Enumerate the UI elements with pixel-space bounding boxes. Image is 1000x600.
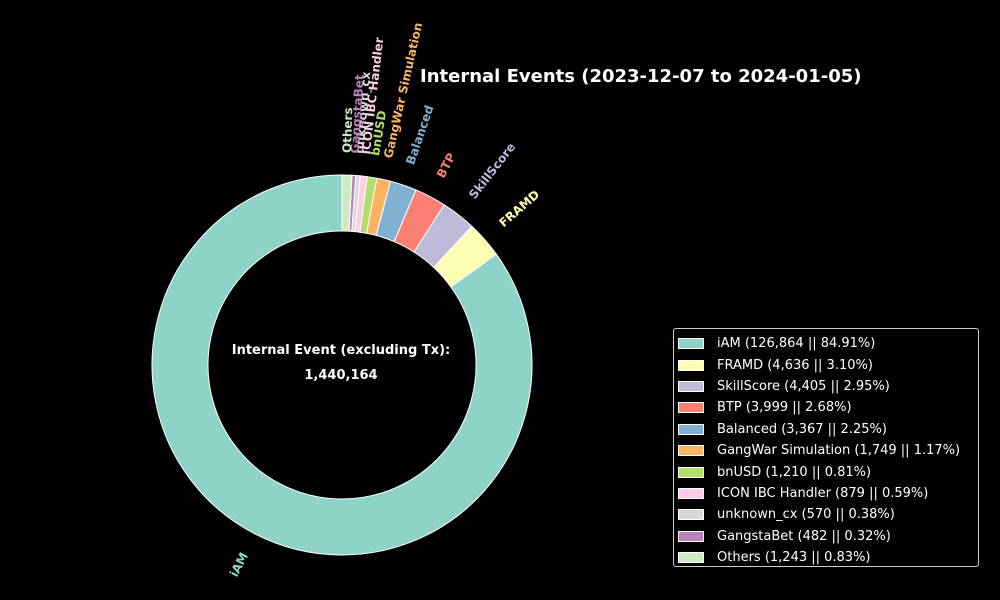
legend-item-unknown-cx: unknown_cx (570 || 0.38%) [678,504,978,525]
slice-label-btp: BTP [434,151,459,181]
legend-swatch [678,359,704,371]
legend-item-others: Others (1,243 || 0.83%) [678,547,978,568]
slice-label-iam: iAM [227,550,251,579]
legend-label: ICON IBC Handler (879 || 0.59%) [717,485,929,501]
legend-label: GangWar Simulation (1,749 || 1.17%) [717,443,961,459]
legend-label: FRAMD (4,636 || 3.10%) [717,357,873,373]
legend-item-icon-ibc-handler: ICON IBC Handler (879 || 0.59%) [678,483,978,504]
legend-label: Others (1,243 || 0.83%) [717,550,871,566]
legend-swatch [678,487,704,499]
slice-label-skillscore: SkillScore [466,140,518,202]
chart-title: Internal Events (2023-12-07 to 2024-01-0… [420,66,862,87]
legend-item-bnusd: bnUSD (1,210 || 0.81%) [678,461,978,482]
legend-item-btp: BTP (3,999 || 2.68%) [678,397,978,418]
donut-slices [151,174,533,556]
slice-label-balanced: Balanced [403,103,436,166]
legend-item-gangstabet: GangstaBet (482 || 0.32%) [678,526,978,547]
slice-label-others: Others [340,107,355,153]
legend-item-iam: iAM (126,864 || 84.91%) [678,333,978,354]
slice-label-framd: FRAMD [496,187,542,230]
legend-label: GangstaBet (482 || 0.32%) [717,528,891,544]
slice-others [341,174,353,232]
legend-swatch [678,552,704,564]
legend-item-balanced: Balanced (3,367 || 2.25%) [678,419,978,440]
slice-label-gangstabet: GangstaBet [348,74,367,154]
legend: iAM (126,864 || 84.91%) FRAMD (4,636 || 3… [673,328,979,567]
legend-item-skillscore: SkillScore (4,405 || 2.95%) [678,376,978,397]
legend-label: iAM (126,864 || 84.91%) [717,336,876,352]
legend-item-gangwar-simulation: GangWar Simulation (1,749 || 1.17%) [678,440,978,461]
legend-label: SkillScore (4,405 || 2.95%) [717,378,890,394]
center-label: Internal Event (excluding Tx): [231,343,451,358]
legend-swatch [678,530,704,542]
legend-swatch [678,445,704,457]
legend-swatch [678,380,704,392]
legend-item-framd: FRAMD (4,636 || 3.10%) [678,354,978,375]
center-value: 1,440,164 [304,368,378,383]
legend-swatch [678,338,704,350]
legend-swatch [678,466,704,478]
slice-iam [151,174,533,556]
legend-swatch [678,402,704,414]
legend-label: Balanced (3,367 || 2.25%) [717,421,887,437]
legend-label: unknown_cx (570 || 0.38%) [717,507,895,523]
legend-label: BTP (3,999 || 2.68%) [717,400,852,416]
legend-swatch [678,423,704,435]
legend-label: bnUSD (1,210 || 0.81%) [717,464,872,480]
legend-swatch [678,509,704,521]
